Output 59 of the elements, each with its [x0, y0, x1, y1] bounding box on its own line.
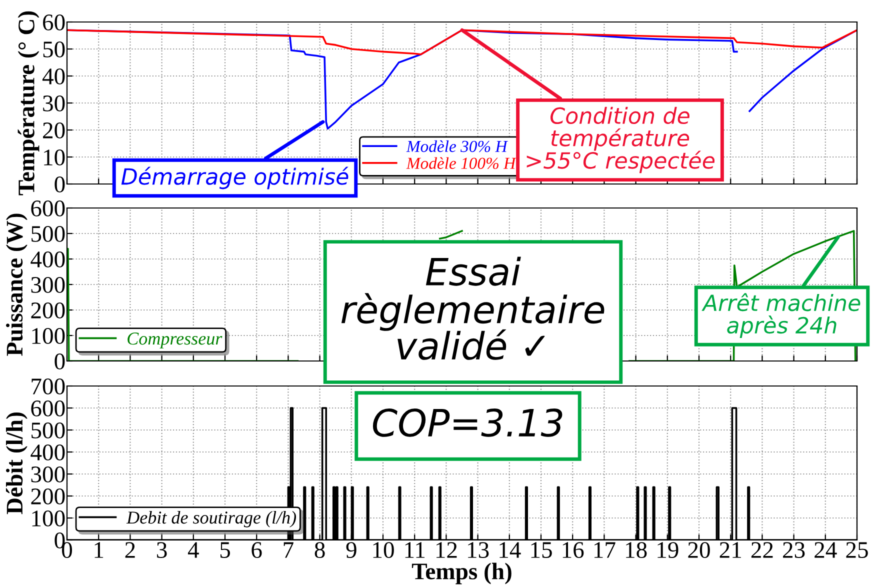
y-axis-title: Débit (l/h): [6, 412, 28, 514]
y-tick-label: 500: [32, 226, 65, 242]
x-tick-label: 22: [751, 542, 773, 558]
x-tick-label: 1: [94, 542, 104, 558]
x-tick-label: 11: [405, 542, 425, 558]
x-tick-label: 19: [658, 542, 678, 558]
y-tick-label: 500: [32, 422, 65, 438]
y-tick-label: 600: [31, 200, 65, 216]
y-tick-label: 200: [31, 488, 65, 504]
annotation: Arrêt machine après 24h: [702, 293, 860, 338]
y-tick-label: 700: [32, 378, 65, 394]
annotation: Essai règlementaire validé ✓: [341, 256, 604, 360]
x-tick-label: 21: [720, 542, 741, 558]
x-tick-label: 7: [284, 542, 294, 558]
y-tick-label: 100: [32, 510, 65, 526]
annotation: COP=3.13: [372, 408, 562, 437]
y-tick-label: 50: [43, 41, 65, 58]
y-tick-label: 100: [32, 328, 65, 344]
legend-label: Debit de soutirage (l/h): [126, 510, 296, 528]
legend-label: Compresseur: [128, 332, 222, 348]
y-tick-label: 40: [42, 68, 65, 84]
x-tick-label: 25: [846, 542, 868, 558]
x-tick-label: 17: [594, 542, 616, 558]
x-tick-label: 13: [468, 542, 489, 558]
x-tick-label: 15: [531, 542, 552, 558]
x-tick-label: 14: [500, 542, 521, 558]
x-tick-label: 12: [436, 542, 457, 558]
x-tick-label: 5: [220, 542, 230, 558]
x-tick-label: 24: [814, 542, 837, 558]
line-series: [67, 29, 857, 56]
x-axis-title: Temps (h): [412, 562, 512, 584]
y-axis-title: Température (° C): [18, 11, 40, 196]
y-tick-label: 30: [43, 95, 65, 112]
x-tick-label: 4: [188, 542, 199, 558]
legend-label: Modèle 30% H: [406, 140, 508, 152]
y-tick-label: 600: [31, 400, 65, 416]
y-tick-label: 60: [43, 14, 65, 30]
y-tick-label: 200: [31, 302, 65, 318]
x-tick-label: 23: [783, 542, 805, 558]
x-tick-label: 20: [688, 542, 710, 558]
x-tick-label: 18: [626, 542, 647, 558]
y-tick-label: 400: [30, 251, 65, 268]
x-tick-label: 6: [252, 542, 262, 558]
y-axis-title: Puissance (W): [6, 214, 28, 356]
y-tick-label: 400: [30, 444, 65, 460]
y-tick-label: 0: [54, 353, 65, 370]
x-tick-label: 16: [562, 542, 584, 558]
x-tick-label: 9: [346, 542, 356, 558]
x-tick-label: 2: [125, 542, 135, 558]
y-tick-label: 300: [31, 276, 65, 293]
x-tick-label: 10: [373, 542, 394, 558]
y-tick-label: 10: [44, 149, 65, 166]
x-tick-label: 3: [157, 542, 167, 558]
y-tick-label: 0: [54, 176, 65, 192]
y-tick-label: 300: [31, 466, 65, 482]
x-tick-label: 8: [314, 542, 325, 558]
annotation: Condition de température >55°C respectée: [526, 106, 715, 174]
annotation: Démarrage optimisé: [121, 166, 348, 190]
y-tick-label: 20: [43, 122, 65, 138]
